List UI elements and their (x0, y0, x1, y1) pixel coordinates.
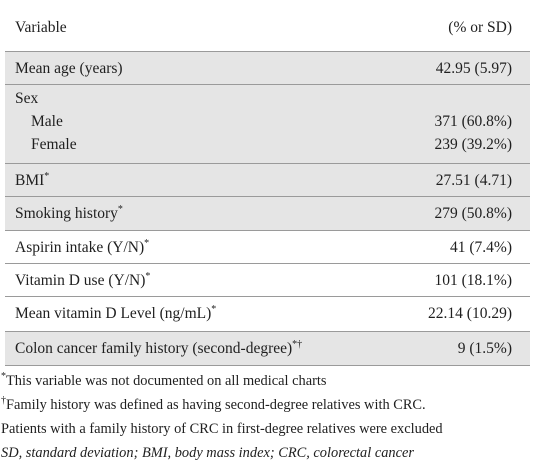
table-header-row: Variable (% or SD) (5, 0, 530, 52)
header-stat: (% or SD) (448, 19, 512, 36)
row-label: Colon cancer family history (second-degr… (15, 338, 303, 357)
row-value: 101 (18.1%) (434, 272, 513, 289)
footnote-mark: *† (292, 338, 303, 350)
row-label: Aspirin intake (Y/N)* (15, 237, 150, 256)
footnote-mark: * (117, 203, 123, 215)
row-family-history: Colon cancer family history (second-degr… (5, 332, 530, 366)
footnote-abbreviations: SD, standard deviation; BMI, body mass i… (1, 445, 414, 461)
row-value-male: 371 (60.8%) (434, 113, 513, 130)
row-value: 27.51 (4.71) (435, 172, 512, 189)
footnote-dagger-continued: Patients with a family history of CRC in… (1, 421, 443, 437)
row-label: Mean vitamin D Level (ng/mL)* (15, 303, 217, 322)
row-smoking: Smoking history* 279 (50.8%) (5, 197, 530, 231)
header-variable: Variable (15, 19, 67, 36)
row-value: 9 (1.5%) (457, 340, 512, 357)
row-label: Mean age (years) (15, 60, 123, 77)
row-sublabel-male: Male (31, 113, 63, 130)
footnote-asterisk: *This variable was not documented on all… (1, 371, 327, 389)
row-vitamin-d-use: Vitamin D use (Y/N)* 101 (18.1%) (5, 264, 530, 297)
row-value: 42.95 (5.97) (435, 60, 512, 77)
footnote-mark: * (211, 303, 217, 315)
row-sex: Sex Male 371 (60.8%) Female 239 (39.2%) (5, 85, 530, 164)
footnote-mark: * (145, 270, 151, 282)
row-value: 22.14 (10.29) (428, 305, 512, 322)
row-sublabel-female: Female (31, 136, 77, 153)
footnote-mark: * (44, 170, 50, 182)
table-footnotes: *This variable was not documented on all… (1, 369, 533, 465)
row-value-female: 239 (39.2%) (434, 136, 513, 153)
row-mean-age: Mean age (years) 42.95 (5.97) (5, 52, 530, 85)
row-label: Sex (15, 90, 39, 107)
row-label: Smoking history* (15, 203, 123, 222)
row-vitamin-d-level: Mean vitamin D Level (ng/mL)* 22.14 (10.… (5, 297, 530, 332)
row-label: Vitamin D use (Y/N)* (15, 270, 151, 289)
row-value: 41 (7.4%) (450, 239, 512, 256)
row-bmi: BMI* 27.51 (4.71) (5, 164, 530, 197)
footnote-mark: * (144, 237, 150, 249)
footnote-dagger: †Family history was defined as having se… (1, 395, 426, 413)
row-label: BMI* (15, 170, 50, 189)
row-value: 279 (50.8%) (434, 205, 513, 222)
row-aspirin: Aspirin intake (Y/N)* 41 (7.4%) (5, 231, 530, 264)
